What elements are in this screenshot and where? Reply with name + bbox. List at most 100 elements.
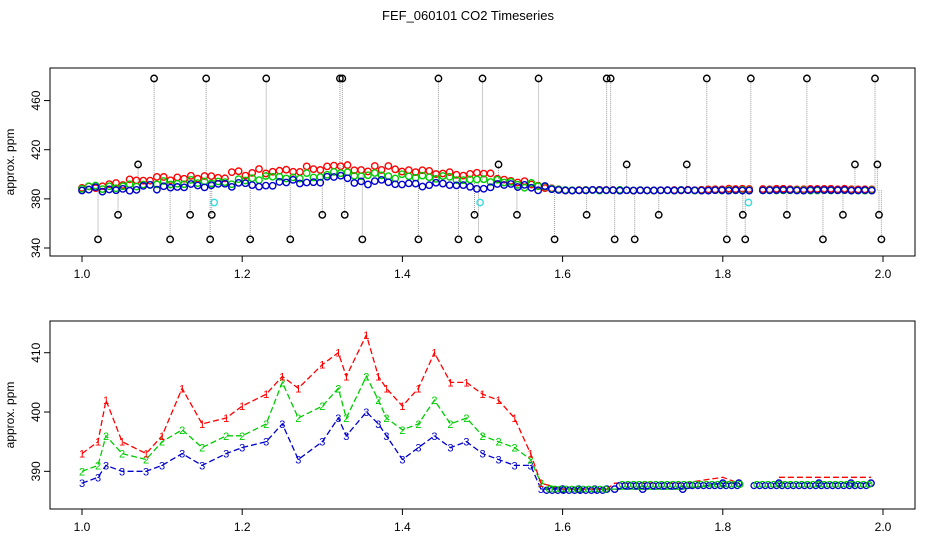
data-point [227,168,236,177]
data-label: 2 [119,449,125,461]
raw-point [454,235,463,244]
data-label: 3 [103,460,109,472]
data-point [132,185,141,194]
data-point [180,183,189,192]
data-point [268,181,277,190]
top-plot: 1.0 1.2 1.4 1.6 1.8 2.0 340 380 420 460 approx. pp… [3,67,916,281]
flagged-point [210,198,219,207]
data-label: 1 [375,371,381,383]
data-point [650,186,658,195]
data-point [302,162,311,171]
data-label: 1 [447,377,453,389]
data-point [486,178,495,186]
data-point [357,177,366,186]
y-tick-label: 380 [29,189,43,209]
data-point [527,183,536,192]
data-label: 1 [479,389,485,401]
raw-point [186,210,195,219]
raw-point [622,160,631,169]
data-point [159,173,168,181]
data-label: 1 [363,330,369,342]
data-point [343,174,352,183]
x-tick-label: 1.2 [234,267,251,281]
data-point [384,162,393,170]
data-label: 1 [179,383,185,395]
raw-markers [94,74,886,244]
raw-point [318,210,327,219]
data-label: 3 [343,431,349,443]
data-point [745,186,754,195]
data-label: 3 [295,454,301,466]
data-point [398,180,406,189]
raw-point [470,210,479,219]
raw-point [682,160,691,169]
data-point [302,178,311,187]
data-label: 1 [399,401,405,413]
data-point [309,178,318,187]
data-label: 2 [95,460,101,472]
data-point [411,168,420,177]
data-point [370,162,379,170]
data-label: 3 [223,449,229,461]
data-point [466,182,474,191]
data-point [656,186,665,195]
data-point [118,184,127,193]
data-point [295,167,304,176]
raw-point [474,235,483,244]
data-point [336,171,345,180]
x-tick-label: 1.8 [714,520,731,534]
data-label: 2 [479,431,485,443]
data-point [736,480,744,488]
plot-frame [49,320,916,510]
raw-point [206,235,215,244]
raw-point [94,235,102,244]
x-tick-label: 1.4 [394,267,411,281]
raw-point [166,235,175,244]
raw-point [873,160,882,169]
x-tick-label: 1.0 [74,520,91,534]
data-point [91,183,100,192]
data-label: 2 [495,437,501,449]
data-point [241,179,250,188]
flat-section-markers [542,480,873,494]
raw-point [358,235,367,244]
data-label: 3 [95,472,101,484]
data-label: 2 [335,383,341,395]
raw-point [851,160,859,169]
raw-point [134,160,142,169]
x-tick-label: 2.0 [875,520,892,534]
data-label: 3 [479,449,485,461]
data-label: 1 [159,431,165,443]
x-tick-label: 1.8 [714,267,731,281]
data-point [486,183,495,192]
data-point [541,182,549,190]
data-point [255,176,263,185]
data-point [445,181,454,190]
data-point [255,165,263,173]
chart-title: FEF_060101 CO2 Timeseries [382,8,554,23]
raw-point [839,210,847,219]
data-point [370,177,379,186]
data-point [207,172,216,181]
data-point [445,172,454,181]
data-label: 1 [431,348,437,360]
raw-point [207,210,216,219]
data-point [588,186,597,194]
data-label: 1 [295,383,301,395]
data-label: 2 [223,431,229,443]
data-label: 2 [431,395,437,407]
data-point [241,176,250,185]
data-label: 3 [335,413,341,425]
data-point [425,173,434,182]
data-point [227,182,236,191]
data-label: 3 [383,431,389,443]
series-3 [78,171,876,196]
data-point [255,182,263,191]
data-label: 1 [527,449,533,461]
raw-point [202,74,211,83]
data-label: 1 [95,437,101,449]
raw-point [478,74,487,83]
data-point [404,179,413,188]
data-label: 3 [279,419,285,431]
data-point [84,185,93,194]
